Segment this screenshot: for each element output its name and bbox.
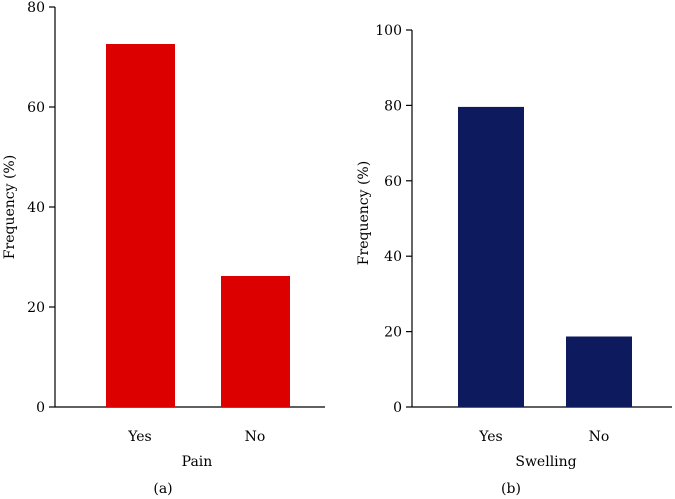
x-axis-label-b: Swelling bbox=[515, 454, 576, 470]
y-tick-label: 80 bbox=[27, 0, 45, 16]
y-tick-label: 60 bbox=[27, 100, 45, 116]
y-tick-label: 20 bbox=[27, 300, 45, 316]
y-tick-label: 40 bbox=[27, 200, 45, 216]
x-tick-label: Yes bbox=[478, 429, 503, 445]
bar-yes-a bbox=[106, 44, 175, 407]
y-tick-label: 60 bbox=[384, 174, 402, 190]
bar-no-b bbox=[566, 336, 632, 407]
y-tick-label: 40 bbox=[384, 249, 402, 265]
y-tick-label: 0 bbox=[36, 400, 45, 416]
x-axis-label-a: Pain bbox=[182, 454, 213, 470]
y-ticks-a: 0 20 40 60 80 bbox=[27, 0, 55, 416]
panel-label-a: (a) bbox=[153, 481, 172, 497]
y-tick-label: 100 bbox=[375, 23, 402, 39]
x-tick-label: No bbox=[589, 429, 610, 445]
bars-b bbox=[458, 106, 632, 408]
y-tick-label: 20 bbox=[384, 325, 402, 341]
y-axis-label-b: Frequency (%) bbox=[356, 161, 372, 265]
y-tick-label: 0 bbox=[393, 400, 402, 416]
x-tick-label: No bbox=[245, 429, 266, 445]
y-tick-label: 80 bbox=[384, 98, 402, 114]
chart-panel-b: 0 20 40 60 80 100 Yes No Swelling Frequency (… bbox=[356, 23, 672, 497]
bar-no-a bbox=[221, 276, 290, 407]
chart-panel-a: 0 20 40 60 80 Yes No Pain Frequency (%) (a) bbox=[2, 0, 325, 497]
panel-label-b: (b) bbox=[501, 481, 521, 497]
bar-yes-b bbox=[458, 106, 524, 408]
y-ticks-b: 0 20 40 60 80 100 bbox=[375, 23, 412, 416]
x-tick-label: Yes bbox=[127, 429, 152, 445]
bars-a bbox=[106, 44, 290, 407]
y-axis-label-a: Frequency (%) bbox=[2, 155, 18, 259]
